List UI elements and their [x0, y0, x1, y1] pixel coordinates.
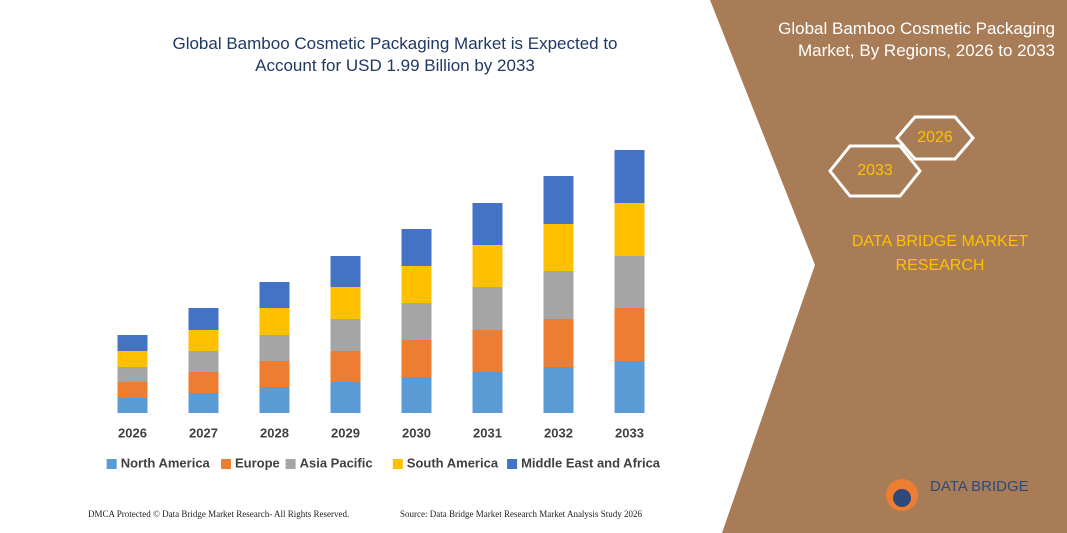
bar-segment [330, 319, 361, 351]
bar-segment [330, 256, 361, 287]
bar-segment [259, 387, 290, 413]
bar-segment [259, 308, 290, 335]
x-tick-label: 2032 [544, 425, 573, 440]
bar-segment [543, 367, 574, 413]
bar-segment [614, 308, 645, 361]
bar-segment [330, 382, 361, 413]
panel-title: Global Bamboo Cosmetic Packaging Market,… [778, 19, 1055, 60]
x-tick-label: 2029 [331, 425, 360, 440]
bar-segment [259, 335, 290, 361]
bar-segment [472, 245, 503, 287]
legend-label: South America [407, 455, 499, 470]
bar-segment [543, 319, 574, 367]
x-tick-label: 2033 [615, 425, 644, 440]
legend-label: Middle East and Africa [521, 455, 661, 470]
bar-segment [330, 287, 361, 319]
bar-segment [614, 256, 645, 308]
bar-segment [188, 393, 219, 413]
bar-segment [472, 287, 503, 330]
bar-segment [401, 340, 432, 377]
x-tick-label: 2027 [189, 425, 218, 440]
footer-left: DMCA Protected © Data Bridge Market Rese… [88, 509, 349, 519]
bar-segment [188, 308, 219, 330]
hexagon [895, 115, 975, 161]
bar-segment [259, 282, 290, 308]
brand: DATA BRIDGE MARKET RESEARCH [851, 233, 1029, 274]
bar-segment [117, 382, 148, 398]
x-tick-label: 2026 [118, 425, 147, 440]
legend-swatch [285, 459, 296, 469]
x-tick-label: 2028 [260, 425, 289, 440]
legend-swatch [507, 459, 518, 469]
logo-icon [893, 489, 911, 507]
legend-label: North America [121, 455, 211, 470]
legend-label: Asia Pacific [300, 455, 373, 470]
bar-segment [472, 203, 503, 245]
legend-swatch [221, 459, 231, 469]
footer-right: Source: Data Bridge Market Research Mark… [400, 509, 642, 519]
bar-segment [543, 176, 574, 224]
bar-segment [614, 203, 645, 256]
bar-segment [401, 303, 432, 340]
x-tick-label: 2031 [473, 425, 502, 440]
chart-title: Global Bamboo Cosmetic Packaging Market … [172, 34, 618, 75]
bar-segment [472, 330, 503, 372]
legend-label: Europe [235, 455, 280, 470]
bar-segment [117, 335, 148, 351]
x-tick-label: 2030 [402, 425, 431, 440]
bar-segment [330, 351, 361, 382]
bar-segment [401, 229, 432, 266]
bar-segment [543, 224, 574, 271]
bar-segment [472, 372, 503, 413]
bar-segment [188, 330, 219, 351]
legend-swatch [106, 459, 117, 469]
side-panel [710, 0, 1067, 533]
bar-segment [401, 377, 432, 413]
hex-label: 2026 [917, 129, 953, 146]
panel-title-box: Global Bamboo Cosmetic Packaging Market,… [778, 19, 1055, 60]
bar-segment [117, 351, 148, 367]
bar-segment [117, 367, 148, 382]
bar-segment [259, 361, 290, 387]
bar-segment [401, 266, 432, 303]
brand-box: DATA BRIDGE MARKET RESEARCH [851, 233, 1029, 274]
bar-segment [614, 361, 645, 413]
bar-segment [188, 351, 219, 372]
hexagon [828, 144, 922, 198]
bar-segment [188, 372, 219, 393]
bar-segment [117, 398, 148, 413]
hex-label: 2033 [857, 162, 893, 179]
title-box: Global Bamboo Cosmetic Packaging Market … [172, 34, 618, 75]
bar-segment [614, 150, 645, 203]
logo-text: DATA BRIDGE [930, 478, 1029, 495]
bar-segment [543, 271, 574, 319]
legend-swatch [392, 459, 403, 469]
